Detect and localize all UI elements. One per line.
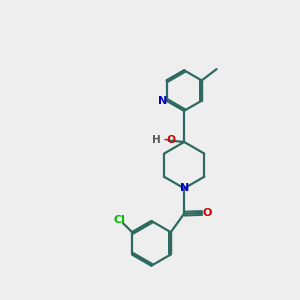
Text: N: N (158, 96, 167, 106)
Text: H: H (152, 136, 161, 146)
Text: N: N (180, 183, 189, 193)
Text: O: O (203, 208, 212, 218)
Text: Cl: Cl (113, 215, 125, 225)
Text: -O: -O (164, 136, 176, 146)
